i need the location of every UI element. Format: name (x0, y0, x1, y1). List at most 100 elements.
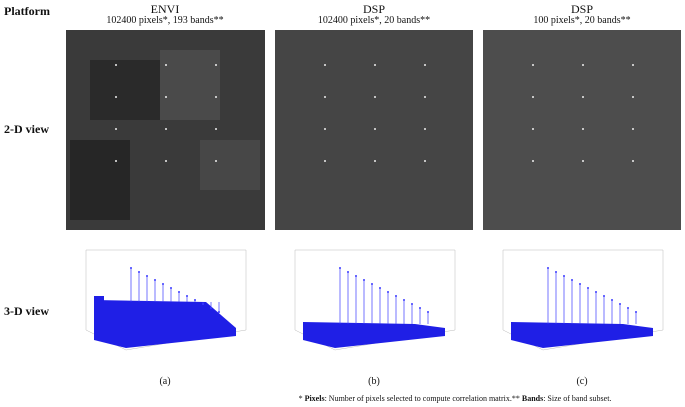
row-header: Platform (4, 4, 50, 18)
sample-point (215, 128, 217, 130)
panel-caption: (c) (576, 376, 588, 387)
sample-point (165, 96, 167, 98)
plot-stem-head (595, 291, 597, 293)
sample-point (632, 64, 634, 66)
field (200, 140, 260, 190)
plot-stem-head (347, 271, 349, 273)
sample-point (632, 128, 634, 130)
plot-stem-head (162, 283, 164, 285)
plot-stem-head (355, 275, 357, 277)
sample-point (324, 96, 326, 98)
footnote-text: : Number of pixels selected to compute c… (324, 394, 522, 403)
plot-stem-head (178, 291, 180, 293)
sample-point (324, 128, 326, 130)
panel-caption: (b) (368, 376, 380, 387)
footnote-text: * (298, 394, 305, 403)
plot-frame (85, 250, 247, 351)
plot-stem-head (170, 287, 172, 289)
plot-stem-head (395, 295, 397, 297)
sample-point (582, 96, 584, 98)
sample-point (115, 128, 117, 130)
plot-surface (94, 296, 104, 316)
plot-stem-head (627, 307, 629, 309)
sample-point (115, 64, 117, 66)
plot-stem-head (427, 311, 429, 313)
sample-point (215, 160, 217, 162)
plot-frame (294, 250, 456, 351)
sample-point (324, 160, 326, 162)
sample-point (374, 64, 376, 66)
plot-stem-head (387, 291, 389, 293)
sample-point (215, 64, 217, 66)
footnote-text: : Size of band subset. (543, 394, 612, 403)
field (90, 60, 160, 120)
plot-stem-head (603, 295, 605, 297)
field (160, 50, 220, 120)
footnote: * Pixels: Number of pixels selected to c… (299, 394, 612, 403)
column-subtitle: 102400 pixels*, 193 bands** (106, 15, 224, 26)
plot-stem-head (371, 283, 373, 285)
column-title: ENVI (150, 2, 180, 16)
sample-point (424, 128, 426, 130)
plot-stem-head (146, 275, 148, 277)
sample-point (165, 128, 167, 130)
column-title: DSP (362, 2, 386, 16)
sample-point (165, 64, 167, 66)
sample-point (532, 64, 534, 66)
plot-stem-head (154, 279, 156, 281)
plot-surface (511, 322, 653, 348)
row-label: 3-D view (4, 304, 49, 318)
plot-stem-head (363, 279, 365, 281)
plot-surface (303, 322, 445, 348)
plot-stem-head (379, 287, 381, 289)
plot-stem-head (579, 283, 581, 285)
plot-stem-head (587, 287, 589, 289)
sample-point (115, 96, 117, 98)
sample-point (582, 128, 584, 130)
sample-point (424, 64, 426, 66)
row-label: 2-D view (4, 122, 49, 136)
sample-point (424, 160, 426, 162)
column-title: DSP (570, 2, 594, 16)
sample-point (424, 96, 426, 98)
footnote-term: Pixels (304, 394, 325, 403)
plot-stem-head (611, 299, 613, 301)
sample-point (115, 160, 117, 162)
plot-stem-head (547, 267, 549, 269)
plot-stem-head (635, 311, 637, 313)
panel-caption: (a) (159, 376, 171, 387)
plot-stem-head (210, 307, 212, 309)
sample-point (532, 128, 534, 130)
plot-stem-head (186, 295, 188, 297)
sample-point (374, 160, 376, 162)
sample-point (374, 96, 376, 98)
plot-stem-head (202, 303, 204, 305)
plot-frame (502, 250, 664, 351)
column-subtitle: 102400 pixels*, 20 bands** (317, 15, 431, 26)
plot-surface (94, 300, 236, 348)
sample-point (532, 160, 534, 162)
plot-stem-head (194, 299, 196, 301)
sample-point (632, 160, 634, 162)
plot-stem-head (555, 271, 557, 273)
plot-stem-head (419, 307, 421, 309)
footnote-term: Bands (521, 394, 544, 403)
sample-point (374, 128, 376, 130)
sample-point (582, 64, 584, 66)
sample-point (632, 96, 634, 98)
sample-point (165, 160, 167, 162)
image-dsp-1 (275, 30, 473, 230)
plot-stem-head (563, 275, 565, 277)
sample-point (582, 160, 584, 162)
plot-stem-head (218, 311, 220, 313)
plot-stem-head (571, 279, 573, 281)
plot-stem-head (619, 303, 621, 305)
sample-point (324, 64, 326, 66)
column-subtitle: 100 pixels*, 20 bands** (533, 15, 631, 26)
field (70, 140, 130, 220)
plot-stem-head (138, 271, 140, 273)
image-dsp-2 (483, 30, 681, 230)
sample-point (215, 96, 217, 98)
